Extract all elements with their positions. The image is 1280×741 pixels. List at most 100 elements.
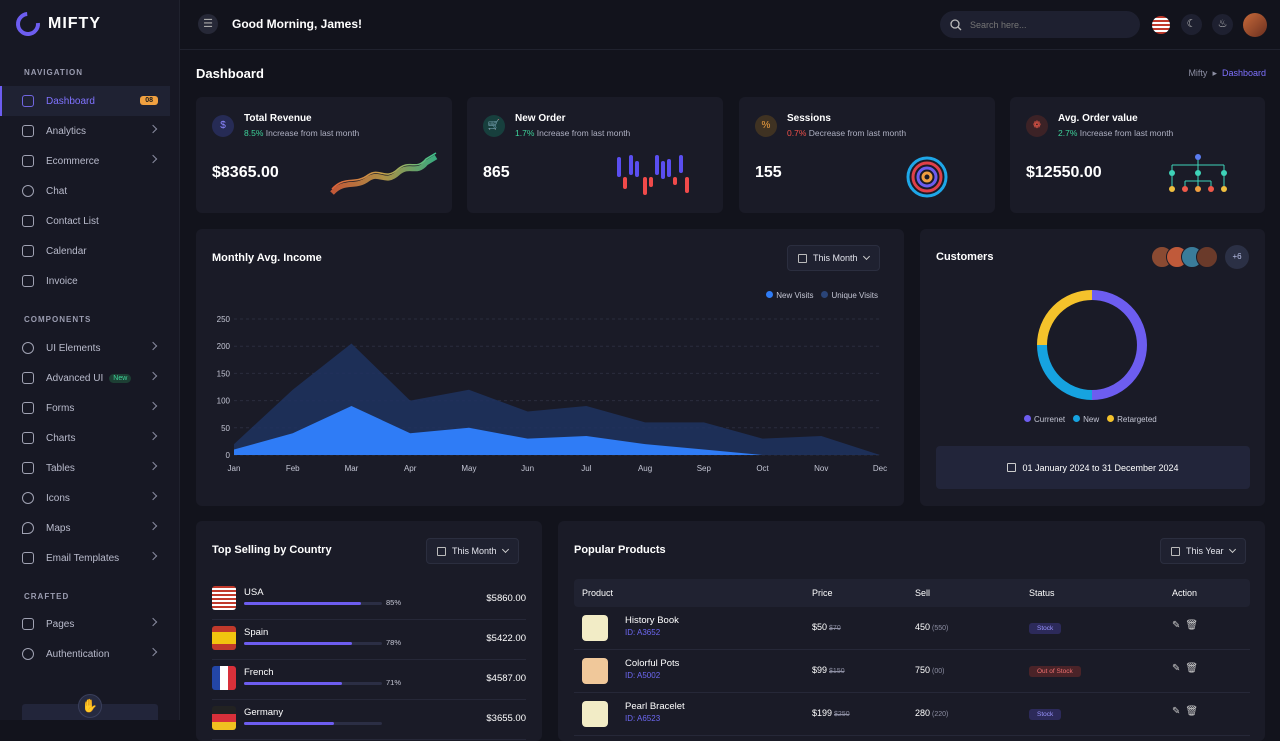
- sidebar-item-ecommerce[interactable]: Ecommerce: [0, 146, 170, 176]
- country-row: French 71% $4587.00: [212, 660, 526, 700]
- sidebar-item-label: Charts: [46, 432, 76, 444]
- forms-icon: [22, 402, 34, 414]
- customers-card: Customers +6 Currenet New Retargeted 01 …: [920, 229, 1265, 506]
- legend-item: Currenet: [1024, 415, 1065, 424]
- product-name[interactable]: Colorful Pots: [625, 658, 680, 669]
- products-card: Popular Products This Year Product Price…: [558, 521, 1265, 741]
- column-header[interactable]: Status: [1029, 588, 1055, 598]
- search-input[interactable]: [970, 19, 1120, 30]
- x-tick-label: Dec: [873, 464, 887, 473]
- row-actions: ✎🗑: [1172, 620, 1203, 631]
- sidebar-item-email-templates[interactable]: Email Templates: [0, 543, 170, 573]
- flag-icon: [212, 586, 236, 610]
- status-badge: Out of Stock: [1029, 666, 1081, 677]
- more-avatars-badge[interactable]: +6: [1225, 245, 1249, 269]
- sidebar-item-pages[interactable]: Pages: [0, 609, 170, 639]
- legend-item[interactable]: Unique Visits: [821, 291, 878, 300]
- menu-toggle-button[interactable]: ☰: [198, 14, 218, 34]
- sidebar-item-contact-list[interactable]: Contact List: [0, 206, 170, 236]
- delete-icon[interactable]: 🗑: [1185, 706, 1204, 717]
- column-header[interactable]: Product: [582, 588, 614, 598]
- progress-fill: [244, 602, 362, 605]
- date-range-box[interactable]: 01 January 2024 to 31 December 2024: [936, 446, 1250, 489]
- sidebar-item-maps[interactable]: Maps: [0, 513, 170, 543]
- chevron-down-icon: [862, 252, 870, 261]
- progress-fill: [244, 682, 342, 685]
- x-tick-label: Aug: [638, 464, 652, 473]
- hand-icon[interactable]: ✋: [78, 694, 102, 718]
- sidebar-item-forms[interactable]: Forms: [0, 393, 170, 423]
- chart-legend: New Visits Unique Visits: [766, 291, 878, 300]
- sidebar-item-dashboard[interactable]: Dashboard 08: [0, 86, 170, 116]
- column-header[interactable]: Action: [1172, 588, 1198, 598]
- avatar[interactable]: [1196, 246, 1218, 268]
- table-row[interactable]: Pearl Bracelet ID: A6523 $199 $250 280 (220) S…: [574, 693, 1250, 736]
- delete-icon[interactable]: 🗑: [1185, 663, 1204, 674]
- stat-change: 1.7%: [515, 128, 535, 138]
- stat-card-sessions: % Sessions 0.7% Decrease from last month…: [739, 97, 995, 213]
- sidebar-item-charts[interactable]: Charts: [0, 423, 170, 453]
- cart-icon: 🛒: [483, 115, 505, 137]
- x-tick-label: Oct: [756, 464, 769, 473]
- customer-avatars: +6: [1151, 245, 1249, 270]
- sidebar-item-authentication[interactable]: Authentication: [0, 639, 170, 669]
- sidebar-item-tables[interactable]: Tables: [0, 453, 170, 483]
- legend-label: Currenet: [1034, 415, 1066, 424]
- sidebar-item-chat[interactable]: Chat: [0, 176, 170, 206]
- charts-icon: [22, 432, 34, 444]
- sidebar-item-invoice[interactable]: Invoice: [0, 266, 170, 296]
- table-row[interactable]: History Book ID: A3652 $50 $70 450 (550) Stock…: [574, 607, 1250, 650]
- sidebar-item-label: Forms: [46, 402, 75, 414]
- legend-item[interactable]: New Visits: [766, 291, 813, 300]
- tables-icon: [22, 462, 34, 474]
- bell-icon[interactable]: ♨: [1212, 14, 1233, 35]
- income-filter-dropdown[interactable]: This Month: [787, 245, 880, 271]
- country-filter-dropdown[interactable]: This Month: [426, 538, 519, 564]
- chevron-down-icon: [1228, 545, 1236, 554]
- sidebar-item-analytics[interactable]: Analytics: [0, 116, 170, 146]
- country-row: Spain 78% $5422.00: [212, 620, 526, 660]
- legend-dot: [1107, 415, 1115, 422]
- edit-icon[interactable]: ✎: [1172, 620, 1186, 631]
- products-title: Popular Products: [574, 544, 666, 556]
- logo[interactable]: MIFTY: [11, 7, 101, 41]
- stat-card-revenue: $ Total Revenue 8.5% Increase from last …: [196, 97, 452, 213]
- products-filter-dropdown[interactable]: This Year: [1160, 538, 1246, 564]
- stat-title: Avg. Order value: [1058, 113, 1138, 124]
- sidebar-item-advanced-ui[interactable]: Advanced UI New: [0, 363, 170, 393]
- dark-mode-icon[interactable]: ☾: [1181, 14, 1202, 35]
- column-header[interactable]: Price: [812, 588, 833, 598]
- language-flag-icon[interactable]: [1152, 16, 1170, 34]
- country-row: USA 85% $5860.00: [212, 580, 526, 620]
- progress-fill: [244, 642, 352, 645]
- sidebar-item-ui-elements[interactable]: UI Elements: [0, 333, 170, 363]
- legend-label: Retargeted: [1117, 415, 1157, 424]
- stat-title: Sessions: [787, 113, 831, 124]
- flag-icon: [212, 626, 236, 650]
- delete-icon[interactable]: 🗑: [1185, 620, 1204, 631]
- ui-elements-icon: [22, 342, 34, 354]
- edit-icon[interactable]: ✎: [1172, 706, 1186, 717]
- avatar[interactable]: [1243, 13, 1267, 37]
- product-name[interactable]: Pearl Bracelet: [625, 701, 685, 712]
- status-badge: Stock: [1029, 709, 1062, 720]
- column-header[interactable]: Sell: [915, 588, 931, 598]
- edit-icon[interactable]: ✎: [1172, 663, 1186, 674]
- progress-bar: [244, 682, 382, 685]
- sidebar-item-label: Authentication: [46, 648, 110, 660]
- stat-title: Total Revenue: [244, 113, 312, 124]
- stat-change-text: Increase from last month: [265, 128, 360, 138]
- country-row: Germany $3655.00: [212, 700, 526, 740]
- search-bar[interactable]: [940, 11, 1140, 38]
- pages-icon: [22, 618, 34, 630]
- stat-title: New Order: [515, 113, 566, 124]
- sidebar-item-icons[interactable]: Icons: [0, 483, 170, 513]
- y-tick-label: 250: [217, 315, 231, 324]
- product-name[interactable]: History Book: [625, 615, 679, 626]
- x-tick-label: Feb: [286, 464, 300, 473]
- sidebar-item-calendar[interactable]: Calendar: [0, 236, 170, 266]
- table-row[interactable]: Colorful Pots ID: A5002 $99 $150 750 (00) Out …: [574, 650, 1250, 693]
- breadcrumb-home[interactable]: Mifty: [1188, 68, 1208, 78]
- sell-total: (00): [932, 668, 945, 675]
- flag-icon: [212, 666, 236, 690]
